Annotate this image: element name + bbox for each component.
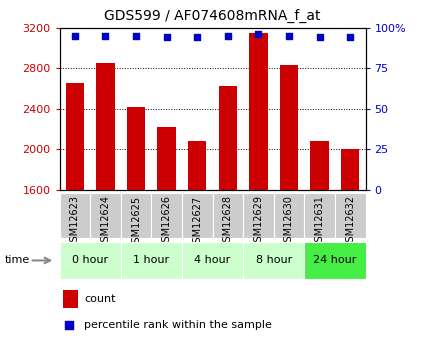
Text: GSM12627: GSM12627 <box>192 195 202 248</box>
Bar <box>212 193 243 238</box>
Text: percentile rank within the sample: percentile rank within the sample <box>84 320 272 330</box>
Text: GSM12630: GSM12630 <box>284 195 294 248</box>
Bar <box>280 65 298 190</box>
Bar <box>127 107 145 190</box>
Bar <box>218 86 237 190</box>
Bar <box>182 193 212 238</box>
Bar <box>121 193 151 238</box>
Text: 24 hour: 24 hour <box>313 256 357 265</box>
Bar <box>96 62 115 190</box>
Bar <box>60 241 121 279</box>
Bar <box>304 241 366 279</box>
Point <box>102 33 109 39</box>
Text: GSM12632: GSM12632 <box>345 195 355 248</box>
Bar <box>188 141 207 190</box>
Text: 1 hour: 1 hour <box>133 256 169 265</box>
Bar <box>90 193 121 238</box>
Point <box>163 34 170 40</box>
Point <box>133 33 139 39</box>
Text: 4 hour: 4 hour <box>194 256 231 265</box>
Text: GSM12624: GSM12624 <box>100 195 110 248</box>
Text: count: count <box>84 294 116 304</box>
Text: GSM12629: GSM12629 <box>253 195 264 248</box>
Point <box>347 34 354 40</box>
Text: GSM12631: GSM12631 <box>314 195 325 248</box>
Text: GSM12628: GSM12628 <box>223 195 233 248</box>
Point <box>224 33 231 39</box>
Bar <box>274 193 304 238</box>
Bar <box>60 193 90 238</box>
Point <box>316 34 323 40</box>
Text: time: time <box>4 256 29 265</box>
Bar <box>243 241 304 279</box>
Bar <box>157 127 176 190</box>
Bar <box>62 290 78 308</box>
Bar <box>310 141 329 190</box>
Bar <box>304 193 335 238</box>
Text: 8 hour: 8 hour <box>255 256 292 265</box>
Bar <box>65 83 84 190</box>
Text: GDS599 / AF074608mRNA_f_at: GDS599 / AF074608mRNA_f_at <box>104 9 321 23</box>
Bar <box>249 33 268 190</box>
Text: 0 hour: 0 hour <box>72 256 108 265</box>
Bar <box>121 241 182 279</box>
Bar <box>341 149 360 190</box>
Bar <box>151 193 182 238</box>
Point <box>71 33 78 39</box>
Text: GSM12625: GSM12625 <box>131 195 141 248</box>
Point <box>255 31 262 37</box>
Bar <box>182 241 243 279</box>
Bar <box>335 193 366 238</box>
Point <box>194 34 201 40</box>
Text: GSM12623: GSM12623 <box>70 195 80 248</box>
Point <box>286 33 292 39</box>
Text: GSM12626: GSM12626 <box>162 195 172 248</box>
Bar <box>243 193 274 238</box>
Point <box>65 322 72 328</box>
